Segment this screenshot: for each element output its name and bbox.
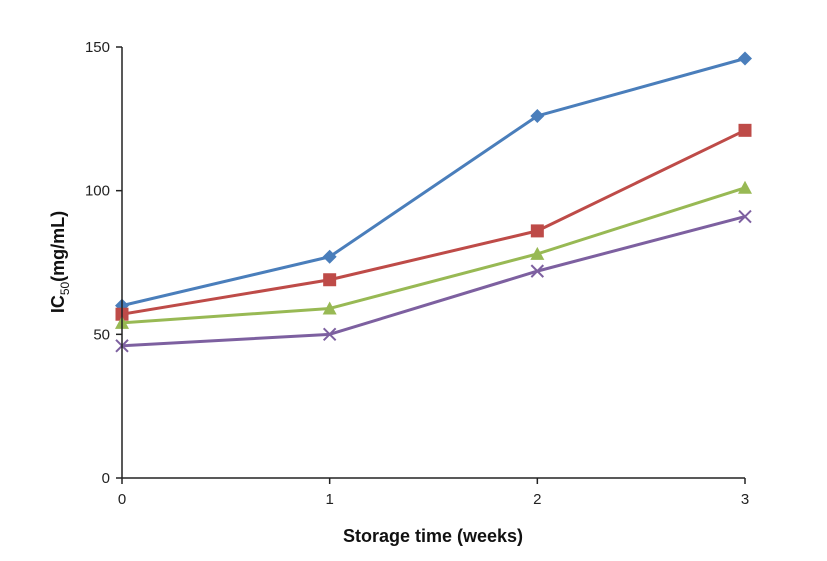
- series-line-1: [121, 57, 746, 308]
- data-point-series-3: [530, 246, 545, 260]
- data-point-series-1: [738, 51, 752, 66]
- data-point-series-4: [738, 209, 752, 224]
- data-point-series-4: [530, 264, 545, 278]
- data-point-series-4: [322, 327, 337, 342]
- data-point-series-1: [322, 249, 337, 264]
- data-point-series-2: [738, 123, 752, 137]
- y-tick-label: 100: [85, 183, 110, 200]
- data-point-series-3: [738, 180, 752, 194]
- y-axis-title-main: IC: [48, 295, 68, 313]
- y-tick-label: 50: [93, 326, 110, 343]
- x-tick-label: 2: [533, 491, 541, 508]
- y-tick-label: 150: [85, 39, 110, 56]
- x-ticks: 0 1 2 3: [118, 478, 749, 508]
- y-axis-title-units: (mg/mL): [48, 211, 68, 282]
- y-ticks: 0 50 100 150: [85, 39, 122, 487]
- series-line-2: [121, 128, 746, 316]
- y-axis-title-subscript: 50: [58, 282, 72, 296]
- y-axis-title: IC50(mg/mL): [48, 211, 72, 313]
- x-tick-label: 1: [325, 491, 333, 508]
- data-point-series-2: [323, 273, 337, 287]
- series-line-3: [121, 186, 746, 325]
- data-point-series-1: [530, 108, 545, 123]
- x-tick-label: 3: [741, 491, 749, 508]
- data-point-series-3: [322, 301, 337, 315]
- y-tick-label: 0: [102, 470, 110, 487]
- x-tick-label: 0: [118, 491, 126, 508]
- x-axis-title: Storage time (weeks): [343, 526, 523, 546]
- series-layer: [115, 51, 752, 353]
- data-point-series-2: [530, 224, 544, 238]
- series-line-4: [121, 215, 746, 348]
